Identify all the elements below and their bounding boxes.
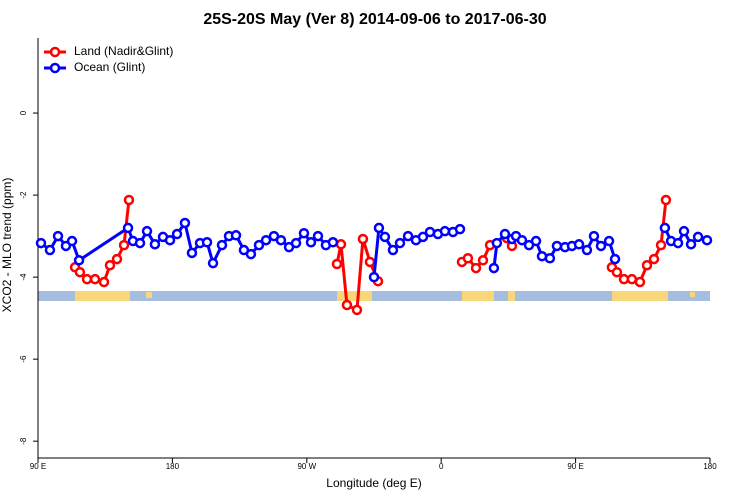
y-tick-label: 0	[19, 110, 28, 115]
y-tick-label: -4	[19, 273, 28, 281]
point	[305, 237, 317, 248]
point	[634, 276, 646, 288]
x-tick-label: 180	[166, 462, 180, 471]
point	[171, 228, 183, 240]
point	[626, 273, 638, 285]
point	[417, 231, 429, 243]
point	[52, 230, 64, 242]
point	[44, 244, 56, 256]
point	[357, 233, 369, 245]
point	[35, 237, 47, 249]
y-tick-label: -2	[19, 191, 28, 199]
legend-label: Land (Nadir&Glint)	[74, 44, 173, 58]
point	[655, 239, 667, 251]
point	[245, 248, 257, 260]
point	[595, 240, 607, 252]
x-tick-label: 90 E	[567, 462, 583, 471]
point	[544, 253, 556, 264]
point	[290, 237, 302, 249]
point	[454, 223, 466, 235]
point	[134, 237, 146, 249]
point	[488, 262, 500, 274]
point	[530, 235, 542, 247]
point	[335, 239, 347, 250]
point	[118, 239, 130, 251]
point	[327, 237, 339, 248]
point	[123, 194, 135, 206]
point	[298, 227, 310, 239]
x-axis-label: Longitude (deg E)	[326, 476, 421, 490]
point	[351, 304, 363, 316]
point	[678, 225, 690, 237]
point	[230, 230, 242, 241]
point	[81, 273, 93, 285]
point	[216, 239, 228, 251]
point	[648, 253, 660, 265]
point	[439, 225, 451, 237]
point	[659, 222, 671, 234]
point	[641, 259, 653, 271]
x-tick-label: 0	[439, 462, 444, 471]
map-strip	[38, 291, 710, 301]
point	[609, 253, 621, 265]
point	[201, 237, 213, 248]
point	[470, 262, 482, 274]
point	[74, 266, 86, 278]
point	[164, 234, 176, 246]
chart-title: 25S-20S May (Ver 8) 2014-09-06 to 2017-0…	[203, 11, 546, 28]
point	[581, 244, 593, 256]
point	[179, 217, 191, 229]
y-tick-label: -6	[19, 355, 28, 363]
point	[207, 257, 219, 269]
point	[111, 253, 123, 265]
point	[491, 237, 503, 249]
point	[373, 222, 385, 234]
point	[477, 255, 489, 266]
point	[122, 222, 134, 234]
point	[104, 259, 116, 271]
point	[462, 253, 474, 264]
point	[394, 237, 406, 249]
legend-marker	[49, 46, 61, 58]
x-tick-label: 90 W	[297, 462, 316, 471]
point	[379, 231, 391, 243]
point	[603, 235, 615, 247]
point	[692, 231, 704, 243]
point	[660, 194, 672, 206]
point	[551, 240, 563, 252]
point	[701, 234, 713, 246]
point	[253, 239, 265, 251]
point	[331, 258, 343, 270]
point	[672, 237, 684, 249]
point	[611, 266, 623, 278]
point	[260, 234, 272, 246]
point	[387, 244, 399, 256]
legend-marker	[49, 62, 61, 74]
y-axis-label: XCO2 - MLO trend (ppm)	[0, 178, 14, 313]
point	[368, 271, 380, 283]
point	[149, 239, 161, 250]
point	[275, 234, 287, 246]
y-tick-label: -8	[19, 437, 28, 445]
point	[516, 234, 528, 246]
legend-label: Ocean (Glint)	[74, 60, 145, 74]
point	[588, 230, 600, 242]
point	[402, 230, 414, 242]
point	[499, 228, 511, 240]
point	[573, 239, 585, 250]
point	[141, 225, 153, 237]
x-tick-label: 180	[703, 462, 717, 471]
point	[341, 299, 353, 311]
point	[89, 273, 101, 285]
x-tick-label: 90 E	[30, 462, 46, 471]
point	[66, 235, 78, 247]
point	[312, 230, 324, 242]
point	[73, 255, 85, 266]
point	[186, 247, 198, 259]
point	[98, 276, 110, 288]
point	[364, 256, 376, 268]
point	[685, 239, 697, 250]
